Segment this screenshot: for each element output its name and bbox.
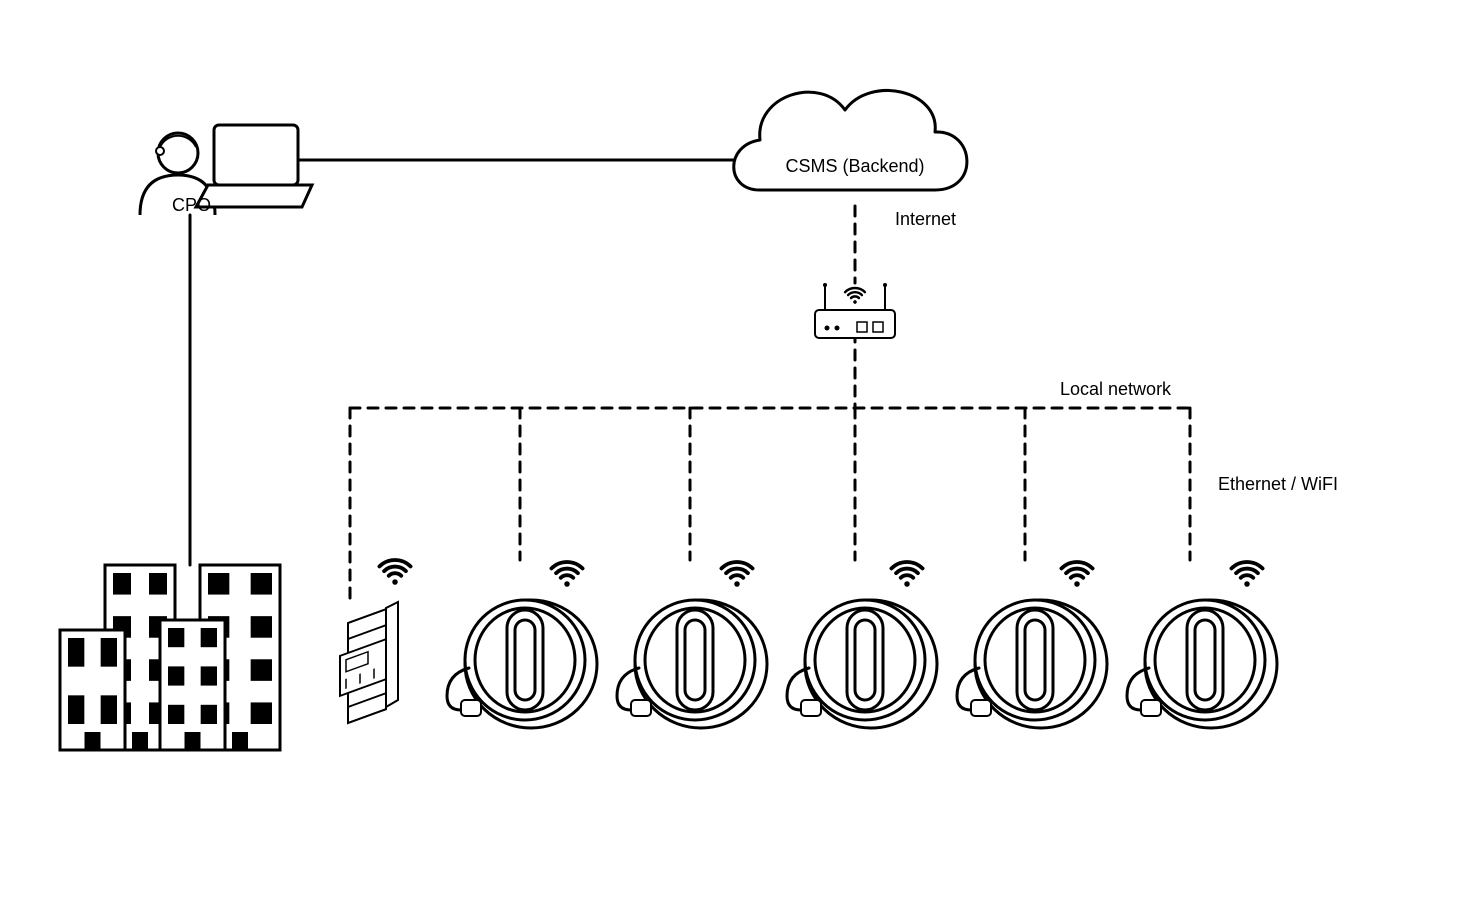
ev-charger [787, 553, 937, 728]
internet-label: Internet [895, 209, 956, 229]
router-icon [815, 282, 895, 338]
ev-charger [447, 553, 597, 728]
network-diagram: CSMS (Backend) CPO Internet Local network Et… [0, 0, 1458, 904]
building-icon [60, 565, 280, 750]
wifi-icon [889, 553, 924, 588]
csms-label: CSMS (Backend) [785, 156, 924, 176]
wifi-icon [1229, 553, 1264, 588]
wifi-icon [844, 282, 866, 304]
ethernet-wifi-label: Ethernet / WiFI [1218, 474, 1338, 494]
ev-charger [1127, 553, 1277, 728]
wifi-icon [549, 553, 584, 588]
cpo-label: CPO [172, 195, 211, 215]
local-network-label: Local network [1060, 379, 1172, 399]
operator-icon: CPO [140, 125, 312, 215]
ev-charger [617, 553, 767, 728]
wifi-icon [1059, 553, 1094, 588]
csms-cloud: CSMS (Backend) [734, 90, 967, 190]
wifi-icon [377, 551, 412, 586]
ev-charger [957, 553, 1107, 728]
wifi-icon [719, 553, 754, 588]
